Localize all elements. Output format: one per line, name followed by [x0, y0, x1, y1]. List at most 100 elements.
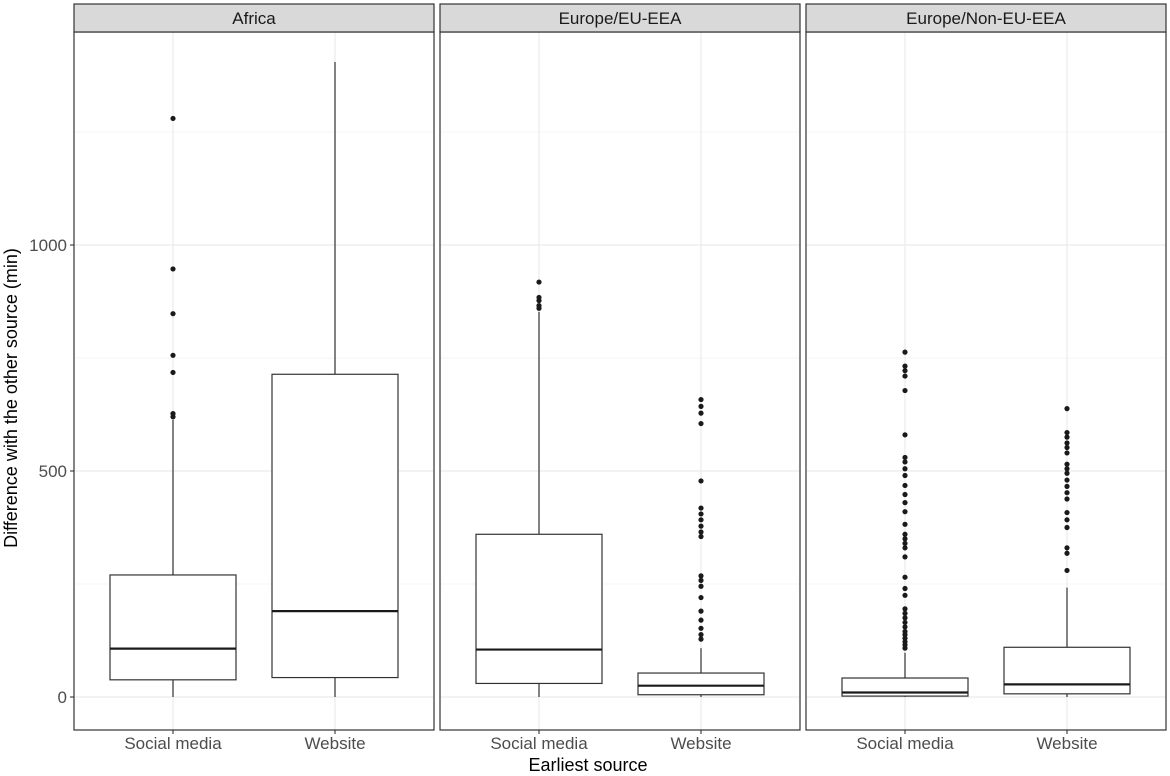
outlier-point — [1064, 470, 1070, 476]
outlier-point — [902, 574, 908, 580]
box-iqr — [475, 533, 603, 685]
outlier-point — [170, 369, 176, 376]
outlier-point — [1064, 490, 1070, 496]
x-tick-label: Website — [1036, 734, 1097, 753]
box-website — [271, 61, 399, 697]
outlier-point — [1064, 406, 1070, 412]
outlier-point — [902, 373, 908, 379]
box-website — [1003, 406, 1131, 697]
outlier-point — [698, 625, 704, 631]
outlier-point — [902, 368, 908, 374]
outlier-point — [902, 536, 908, 542]
box-social-media — [475, 279, 603, 697]
outlier-point — [902, 540, 908, 546]
outlier-point — [1064, 524, 1070, 531]
outlier-point — [1064, 461, 1070, 467]
box-social-media — [109, 115, 237, 697]
outlier-point — [1064, 545, 1070, 551]
outlier-point — [902, 592, 908, 598]
box-iqr — [271, 373, 399, 679]
outlier-point — [698, 577, 704, 583]
outlier-point — [698, 636, 704, 642]
outlier-point — [698, 533, 704, 540]
outlier-point — [698, 517, 704, 523]
strip-background — [439, 3, 801, 33]
box-iqr — [109, 574, 237, 681]
outlier-point — [902, 628, 908, 635]
outlier-point — [902, 466, 908, 472]
outlier-point — [536, 302, 542, 309]
outlier-point — [902, 615, 908, 621]
outlier-point — [1064, 434, 1070, 440]
outlier-point — [902, 509, 908, 515]
box-website — [637, 396, 765, 697]
box-iqr — [637, 672, 765, 696]
box-iqr — [1003, 646, 1131, 695]
outlier-point — [902, 531, 908, 537]
outlier-point — [902, 619, 908, 626]
outlier-point — [902, 482, 908, 489]
outlier-point — [902, 363, 908, 369]
outlier-point — [1064, 429, 1070, 436]
outlier-point — [1064, 444, 1070, 451]
x-axis-title: Earliest source — [528, 755, 647, 775]
outlier-point — [902, 521, 908, 527]
outlier-point — [902, 624, 908, 630]
outlier-point — [902, 459, 908, 465]
outlier-point — [1064, 567, 1070, 574]
x-tick-label: Website — [670, 734, 731, 753]
x-tick-label: Social media — [124, 734, 222, 753]
panel-background — [806, 32, 1166, 730]
outlier-point — [1064, 477, 1070, 483]
outlier-point — [698, 608, 704, 614]
facet-label: Africa — [232, 9, 276, 28]
outlier-point — [170, 410, 176, 417]
outlier-point — [698, 505, 704, 511]
outlier-point — [902, 585, 908, 592]
outlier-point — [536, 279, 542, 285]
x-tick-label: Social media — [856, 734, 954, 753]
outlier-point — [170, 266, 176, 272]
outlier-point — [902, 635, 908, 641]
outlier-point — [902, 606, 908, 612]
outlier-point — [698, 420, 704, 427]
facet-label: Europe/EU-EEA — [559, 9, 682, 28]
outlier-point — [902, 491, 908, 498]
facet-panel: Europe/Non-EU-EEA Social media Website — [805, 3, 1167, 753]
outlier-point — [902, 500, 908, 506]
y-tick-label: 500 — [39, 462, 67, 481]
outlier-point — [536, 294, 542, 301]
outlier-point — [1064, 440, 1070, 446]
outlier-point — [698, 594, 704, 601]
outlier-point — [902, 432, 908, 438]
outlier-point — [698, 617, 704, 623]
y-axis-title: Difference with the other source (min) — [1, 248, 21, 548]
box-social-media — [841, 349, 969, 697]
y-tick-label: 0 — [58, 688, 67, 707]
outlier-point — [1064, 496, 1070, 502]
outlier-point — [698, 529, 704, 535]
outlier-point — [1064, 509, 1070, 516]
outlier-point — [902, 387, 908, 394]
outlier-point — [902, 472, 908, 479]
outlier-point — [698, 396, 704, 403]
facet-panel: Africa Social media Website — [73, 3, 435, 753]
outlier-point — [698, 573, 704, 579]
outlier-point — [1064, 466, 1070, 472]
outlier-point — [902, 554, 908, 560]
strip-background — [73, 3, 435, 33]
outlier-point — [1064, 483, 1070, 489]
x-tick-label: Website — [304, 734, 365, 753]
outlier-point — [698, 632, 704, 638]
outlier-point — [902, 545, 908, 551]
x-tick-label: Social media — [490, 734, 588, 753]
outlier-point — [1064, 517, 1070, 523]
outlier-point — [698, 403, 704, 409]
outlier-point — [170, 352, 176, 358]
outlier-point — [170, 311, 176, 317]
outlier-point — [902, 454, 908, 461]
facet-label: Europe/Non-EU-EEA — [906, 9, 1066, 28]
outlier-point — [902, 639, 908, 645]
y-tick-label: 1000 — [29, 236, 67, 255]
